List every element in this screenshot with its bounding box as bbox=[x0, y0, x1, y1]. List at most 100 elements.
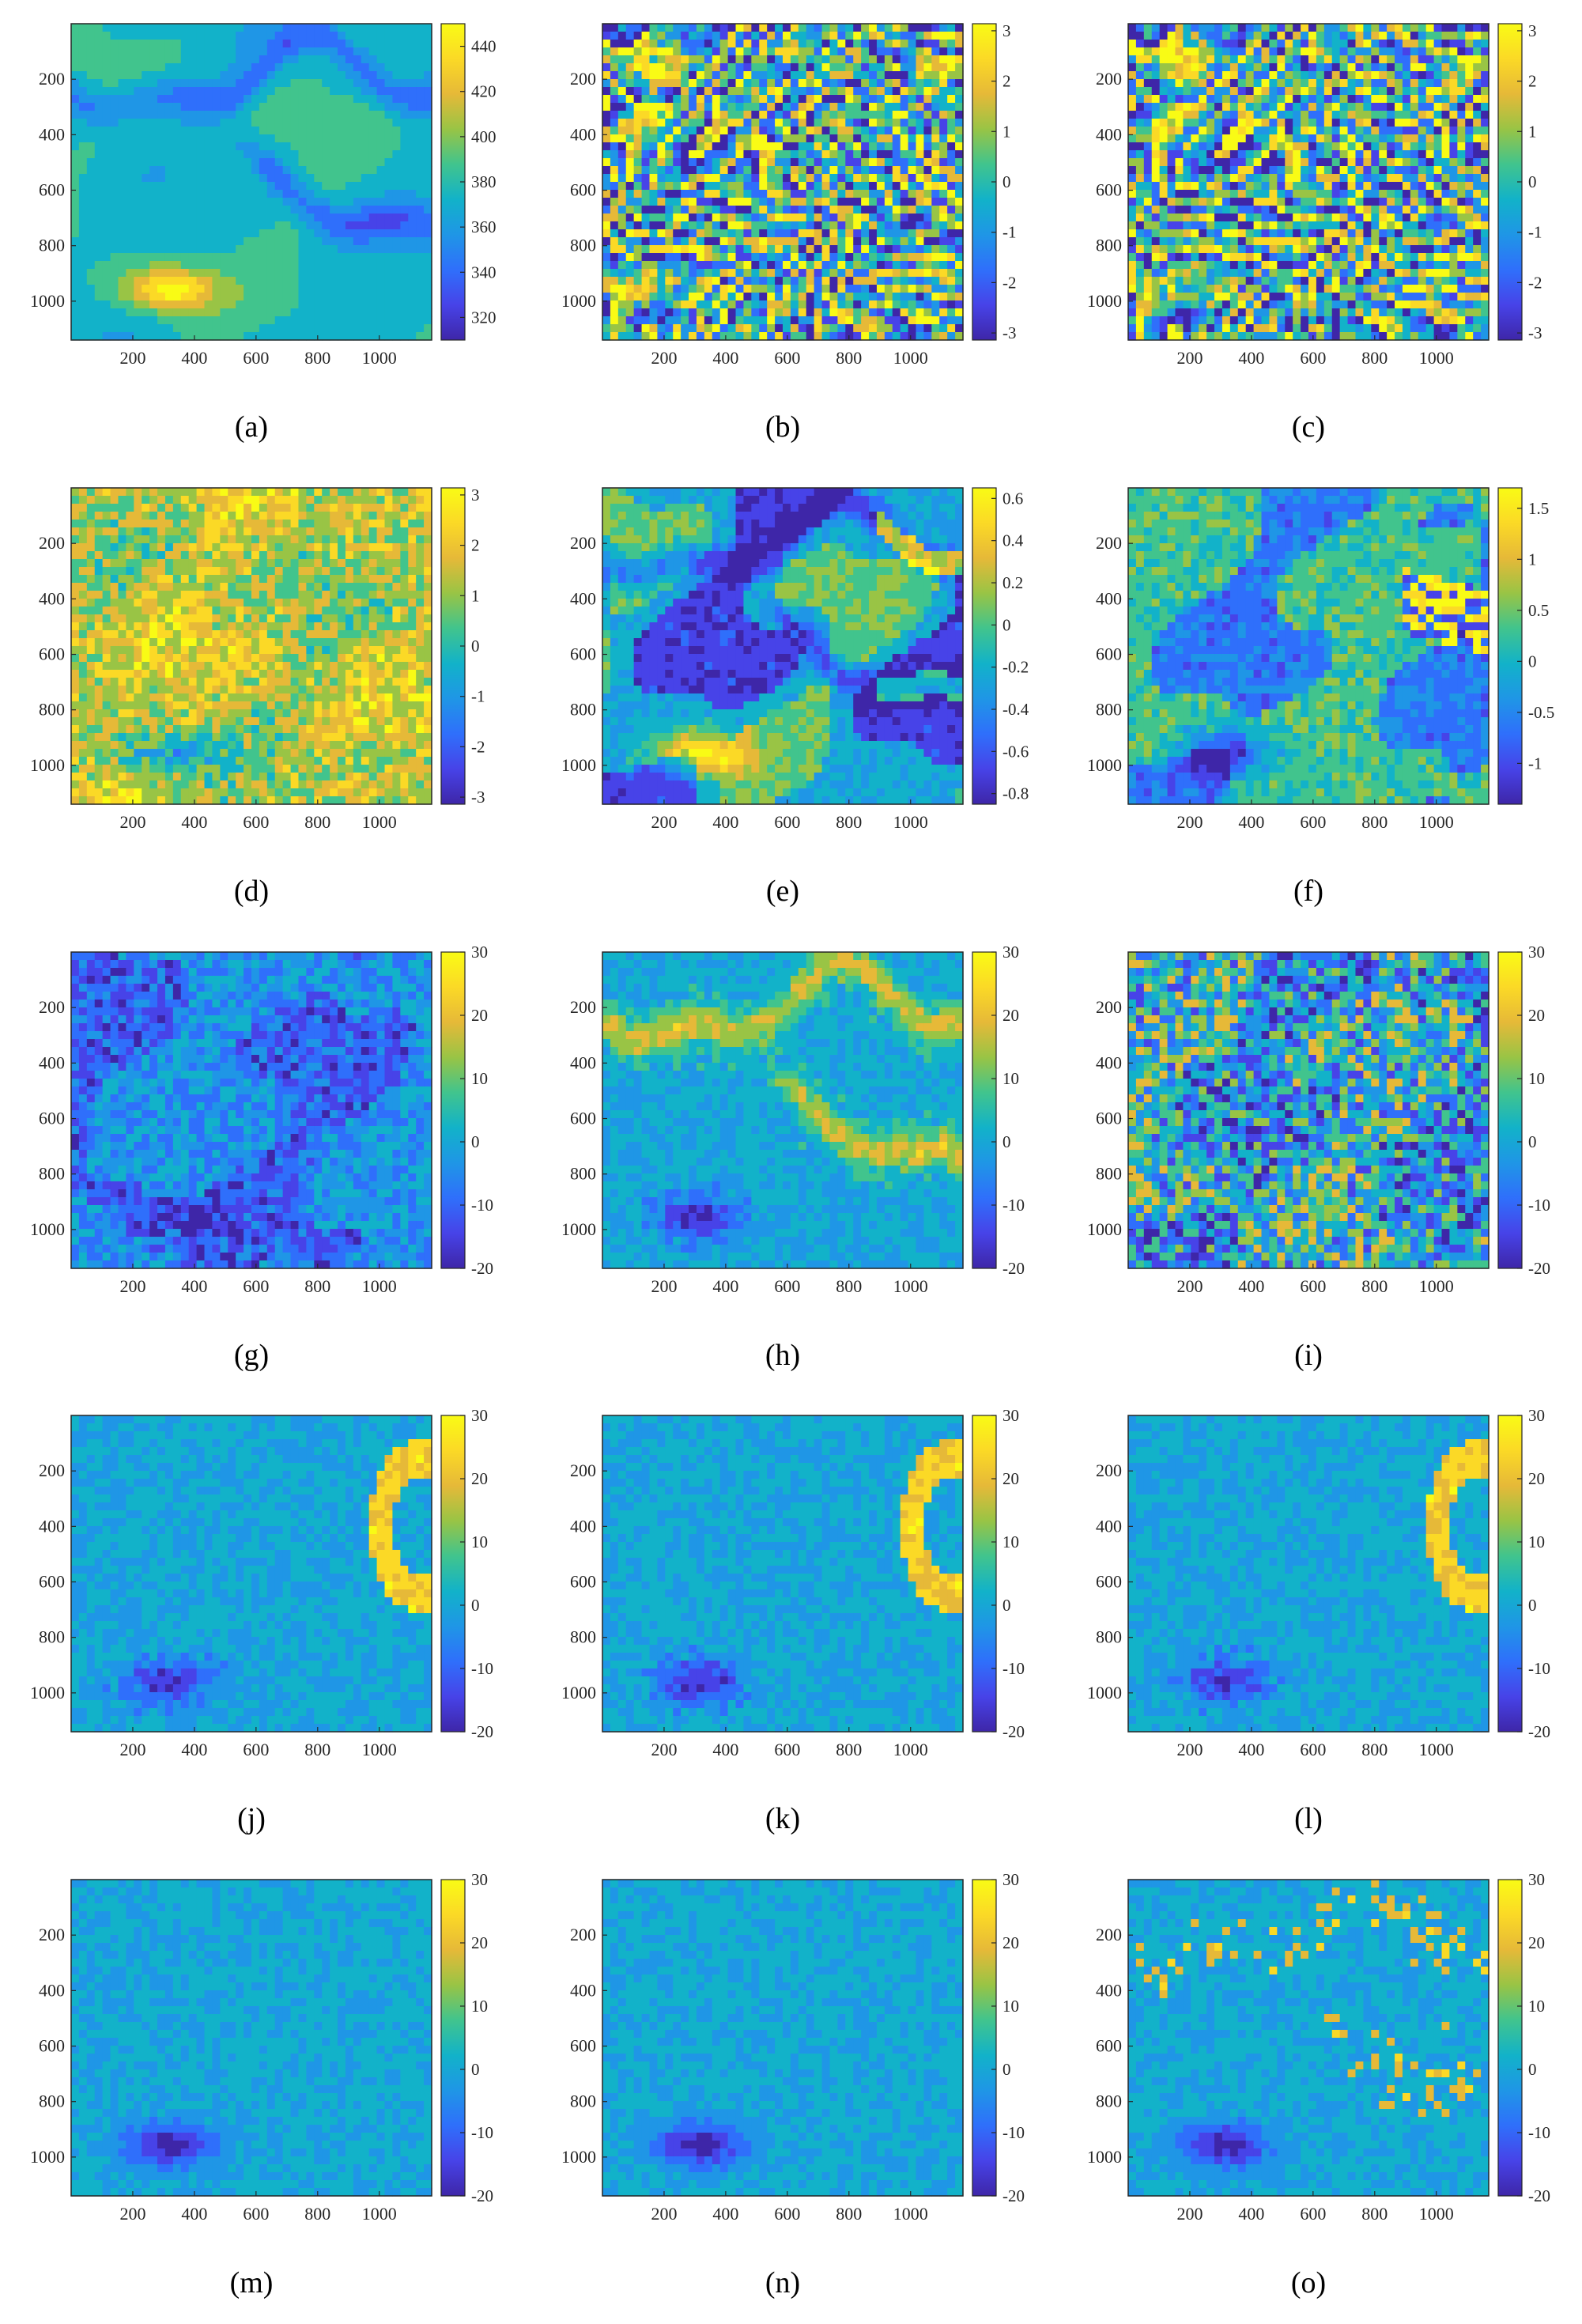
colorbar-tick-label: 0.6 bbox=[1002, 489, 1023, 508]
colorbar-tick-label: 10 bbox=[1528, 1997, 1545, 2016]
y-tick-label: 200 bbox=[39, 997, 65, 1017]
colorbar-tick-label: 0 bbox=[471, 2060, 480, 2079]
colorbar-tick-label: 10 bbox=[1002, 1997, 1019, 2016]
panel-caption: (n) bbox=[765, 2266, 800, 2299]
colorbar-tick-label: 320 bbox=[471, 308, 496, 327]
colorbar-tick-label: 0 bbox=[1002, 1132, 1011, 1151]
colorbar-tick-label: 30 bbox=[1002, 943, 1019, 962]
y-tick-label: 1000 bbox=[30, 2147, 65, 2167]
y-tick-label: 200 bbox=[570, 533, 596, 553]
x-tick-label: 1000 bbox=[1419, 348, 1454, 368]
x-tick-label: 800 bbox=[1361, 1740, 1388, 1759]
colorbar-tick-label: 20 bbox=[1528, 1933, 1545, 1952]
colorbar-tick-label: -1 bbox=[1528, 754, 1542, 773]
x-tick-label: 200 bbox=[119, 1740, 145, 1759]
colorbar-tick-label: 30 bbox=[1528, 943, 1545, 962]
y-tick-label: 400 bbox=[1096, 1980, 1122, 2000]
colorbar-tick-label: 3 bbox=[1002, 21, 1011, 40]
colorbar-tick-label: 1 bbox=[1002, 122, 1011, 141]
heatmap-n bbox=[602, 1880, 964, 2197]
y-tick-label: 400 bbox=[1096, 1516, 1122, 1536]
panel-d: 200 400 600 800 10002004006008001000-3-2-101… bbox=[30, 486, 485, 908]
x-tick-label: 400 bbox=[712, 812, 738, 832]
panel-m: 200 400 600 800 10002004006008001000-20-1001… bbox=[30, 1870, 493, 2299]
y-tick-label: 400 bbox=[570, 1052, 596, 1072]
colorbar-tick-label: -0.8 bbox=[1002, 784, 1029, 803]
x-tick-label: 600 bbox=[774, 1740, 800, 1759]
y-tick-label: 800 bbox=[1096, 1164, 1122, 1184]
colorbar-e bbox=[972, 488, 996, 804]
colorbar-tick-label: -10 bbox=[1002, 1196, 1025, 1215]
x-tick-label: 1000 bbox=[362, 348, 397, 368]
colorbar-tick-label: 2 bbox=[1528, 72, 1537, 91]
colorbar-tick-label: -20 bbox=[1528, 2186, 1550, 2205]
y-tick-label: 200 bbox=[1096, 1461, 1122, 1480]
colorbar-tick-label: -3 bbox=[1002, 323, 1017, 342]
colorbar-tick-label: 0.5 bbox=[1528, 601, 1549, 620]
colorbar-tick-label: -20 bbox=[471, 2186, 493, 2205]
x-tick-label: 200 bbox=[119, 348, 145, 368]
colorbar-i bbox=[1498, 952, 1522, 1268]
y-tick-label: 600 bbox=[570, 1109, 596, 1128]
x-tick-label: 1000 bbox=[362, 1740, 397, 1759]
y-tick-label: 400 bbox=[1096, 1052, 1122, 1072]
y-tick-label: 400 bbox=[570, 124, 596, 144]
y-tick-label: 200 bbox=[570, 997, 596, 1017]
panel-caption: (l) bbox=[1294, 1802, 1323, 1835]
panel-caption: (m) bbox=[230, 2266, 274, 2299]
colorbar-m bbox=[441, 1880, 465, 2196]
y-tick-label: 800 bbox=[39, 2092, 65, 2111]
panel-o: 200 400 600 800 10002004006008001000-20-1001… bbox=[1087, 1870, 1550, 2299]
x-tick-label: 600 bbox=[243, 1276, 269, 1296]
heatmap-d bbox=[71, 488, 432, 805]
colorbar-tick-label: 0 bbox=[1002, 615, 1011, 634]
x-tick-label: 200 bbox=[119, 812, 145, 832]
colorbar-tick-label: 30 bbox=[471, 1406, 488, 1425]
y-tick-label: 400 bbox=[1096, 588, 1122, 608]
x-tick-label: 400 bbox=[1238, 1276, 1264, 1296]
x-tick-label: 400 bbox=[1238, 348, 1264, 368]
x-tick-label: 400 bbox=[181, 2204, 207, 2224]
panel-h: 200 400 600 800 10002004006008001000-20-1001… bbox=[561, 943, 1025, 1372]
y-tick-label: 800 bbox=[570, 2092, 596, 2111]
y-tick-label: 400 bbox=[39, 1052, 65, 1072]
panel-caption: (e) bbox=[766, 875, 799, 908]
x-tick-label: 600 bbox=[243, 812, 269, 832]
colorbar-tick-label: -1 bbox=[471, 687, 485, 706]
colorbar-tick-label: 0.4 bbox=[1002, 531, 1024, 550]
colorbar-tick-label: -10 bbox=[1002, 1659, 1025, 1678]
heatmap-b bbox=[602, 24, 964, 341]
y-tick-label: 1000 bbox=[561, 755, 596, 775]
colorbar-tick-label: 380 bbox=[471, 172, 496, 191]
y-tick-label: 1000 bbox=[561, 1683, 596, 1702]
y-tick-label: 200 bbox=[1096, 1925, 1122, 1944]
y-tick-label: 400 bbox=[1096, 124, 1122, 144]
y-tick-label: 800 bbox=[570, 700, 596, 720]
colorbar-tick-label: -10 bbox=[1528, 1659, 1550, 1678]
x-tick-label: 400 bbox=[1238, 1740, 1264, 1759]
x-tick-label: 600 bbox=[1300, 1276, 1326, 1296]
heatmap-c bbox=[1128, 24, 1489, 341]
y-tick-label: 600 bbox=[39, 2036, 65, 2056]
x-tick-label: 800 bbox=[836, 812, 862, 832]
x-tick-label: 200 bbox=[119, 1276, 145, 1296]
panel-g: 200 400 600 800 10002004006008001000-20-1001… bbox=[30, 943, 493, 1372]
heatmap-j bbox=[71, 1415, 432, 1733]
y-tick-label: 600 bbox=[1096, 180, 1122, 200]
colorbar-tick-label: 0 bbox=[1002, 1596, 1011, 1615]
colorbar-tick-label: 10 bbox=[1002, 1532, 1019, 1551]
x-tick-label: 1000 bbox=[893, 2204, 928, 2224]
colorbar-tick-label: -2 bbox=[471, 737, 485, 756]
x-tick-label: 400 bbox=[1238, 812, 1264, 832]
x-tick-label: 1000 bbox=[362, 2204, 397, 2224]
panel-caption: (d) bbox=[234, 875, 269, 908]
y-tick-label: 200 bbox=[570, 69, 596, 89]
y-tick-label: 400 bbox=[570, 588, 596, 608]
panel-caption: (b) bbox=[765, 410, 800, 444]
y-tick-label: 800 bbox=[39, 1627, 65, 1647]
y-tick-label: 600 bbox=[39, 1572, 65, 1592]
colorbar-tick-label: 20 bbox=[1002, 1933, 1019, 1952]
panel-caption: (o) bbox=[1291, 2266, 1326, 2299]
x-tick-label: 800 bbox=[836, 1740, 862, 1759]
y-tick-label: 1000 bbox=[1087, 755, 1122, 775]
